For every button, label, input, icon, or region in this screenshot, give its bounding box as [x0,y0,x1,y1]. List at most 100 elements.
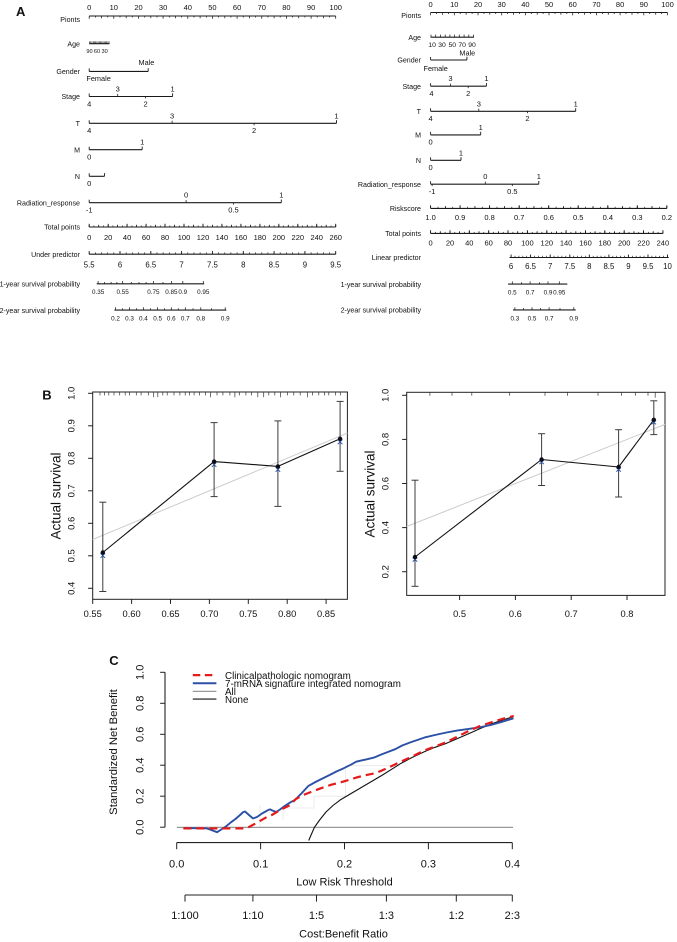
svg-text:0.4: 0.4 [135,758,147,773]
svg-text:0.7: 0.7 [565,609,578,619]
svg-text:6: 6 [118,261,122,270]
svg-text:0: 0 [429,239,433,248]
svg-text:Age: Age [67,40,80,48]
svg-text:0.6: 0.6 [135,727,147,742]
svg-text:80: 80 [282,3,290,12]
svg-text:A: A [16,4,26,19]
svg-text:0: 0 [87,3,91,12]
svg-text:1-year survival probability: 1-year survival probability [341,281,422,289]
svg-text:10: 10 [110,3,118,12]
svg-text:0.9: 0.9 [544,290,553,297]
svg-text:0.8: 0.8 [135,696,147,711]
svg-text:1: 1 [279,191,283,200]
svg-text:0.2: 0.2 [135,789,147,804]
svg-text:0.0: 0.0 [169,859,184,871]
svg-text:3: 3 [170,111,174,120]
svg-text:7-mRNA signature integrated no: 7-mRNA signature integrated nomogram [225,679,401,690]
svg-text:70: 70 [592,0,600,9]
svg-text:Gender: Gender [56,68,80,76]
svg-text:Male: Male [138,58,154,67]
svg-text:Actual survival: Actual survival [49,452,64,539]
svg-text:0.9: 0.9 [221,315,230,322]
svg-text:0.95: 0.95 [553,290,566,297]
svg-text:1: 1 [334,111,338,120]
svg-text:Radiation_response: Radiation_response [17,199,80,207]
svg-text:0.6: 0.6 [381,477,392,490]
svg-text:Total points: Total points [385,230,421,238]
svg-text:0.80: 0.80 [278,609,296,619]
svg-text:120: 120 [541,239,554,248]
svg-text:N: N [75,173,80,181]
svg-text:160: 160 [579,239,592,248]
svg-text:Under predictor: Under predictor [31,251,81,259]
svg-text:0.3: 0.3 [421,859,436,871]
svg-text:1: 1 [171,85,175,94]
svg-text:20: 20 [104,233,112,242]
svg-text:4: 4 [429,89,433,98]
svg-text:0.6: 0.6 [67,517,78,530]
svg-text:240: 240 [310,233,323,242]
svg-text:40: 40 [521,0,529,9]
svg-text:90: 90 [468,42,476,49]
svg-text:1:10: 1:10 [242,910,263,922]
svg-text:1.0: 1.0 [381,389,392,402]
svg-text:0.70: 0.70 [200,609,218,619]
svg-text:Riskscore: Riskscore [390,205,421,213]
svg-text:Stage: Stage [61,93,80,101]
svg-text:20: 20 [446,239,454,248]
svg-text:80: 80 [161,233,169,242]
svg-text:0.55: 0.55 [116,289,129,296]
svg-text:140: 140 [216,233,229,242]
svg-text:0.6: 0.6 [167,315,176,322]
svg-text:3: 3 [448,74,452,83]
svg-text:0.5: 0.5 [453,609,466,619]
svg-text:0.5: 0.5 [228,206,238,215]
svg-text:0.6: 0.6 [509,609,522,619]
svg-text:8.5: 8.5 [603,262,615,271]
svg-text:10: 10 [428,42,436,49]
svg-text:2: 2 [466,89,470,98]
svg-text:50: 50 [449,42,457,49]
svg-text:9.5: 9.5 [330,261,342,270]
svg-text:Male: Male [459,49,475,58]
svg-text:180: 180 [254,233,267,242]
svg-text:60: 60 [485,239,493,248]
svg-text:0.5: 0.5 [508,290,517,297]
svg-text:40: 40 [184,3,192,12]
svg-text:0.6: 0.6 [543,213,553,222]
svg-text:9: 9 [303,261,307,270]
svg-text:90: 90 [640,0,648,9]
svg-text:C: C [109,653,119,668]
svg-text:60: 60 [569,0,577,9]
svg-text:50: 50 [208,3,216,12]
svg-text:0.4: 0.4 [67,582,78,595]
svg-text:0.4: 0.4 [139,315,148,322]
svg-text:Female: Female [86,74,110,83]
svg-text:0.95: 0.95 [197,289,210,296]
svg-text:1:100: 1:100 [171,910,199,922]
svg-text:240: 240 [657,239,670,248]
svg-text:0: 0 [87,179,91,188]
svg-text:0.4: 0.4 [381,521,392,534]
svg-text:7: 7 [179,261,183,270]
svg-text:20: 20 [474,0,482,9]
svg-text:0.2: 0.2 [337,859,352,871]
svg-text:1:5: 1:5 [309,910,324,922]
svg-text:10: 10 [663,262,672,271]
svg-text:0.3: 0.3 [632,213,642,222]
svg-text:0.2: 0.2 [111,315,120,322]
svg-text:M: M [415,132,421,140]
svg-text:Clinicalpathologic nomogram: Clinicalpathologic nomogram [225,671,351,682]
svg-text:0.85: 0.85 [317,609,335,619]
svg-text:8.5: 8.5 [269,261,281,270]
svg-text:0.7: 0.7 [526,290,535,297]
svg-text:0.5: 0.5 [507,187,517,196]
svg-text:260: 260 [329,233,342,242]
svg-text:50: 50 [545,0,553,9]
svg-text:200: 200 [618,239,631,248]
svg-text:2-year survival probability: 2-year survival probability [341,307,422,315]
svg-text:Low Risk Threshold: Low Risk Threshold [296,877,392,889]
svg-text:1: 1 [459,148,463,157]
svg-text:0.9: 0.9 [178,289,187,296]
svg-text:0.9: 0.9 [67,419,78,432]
